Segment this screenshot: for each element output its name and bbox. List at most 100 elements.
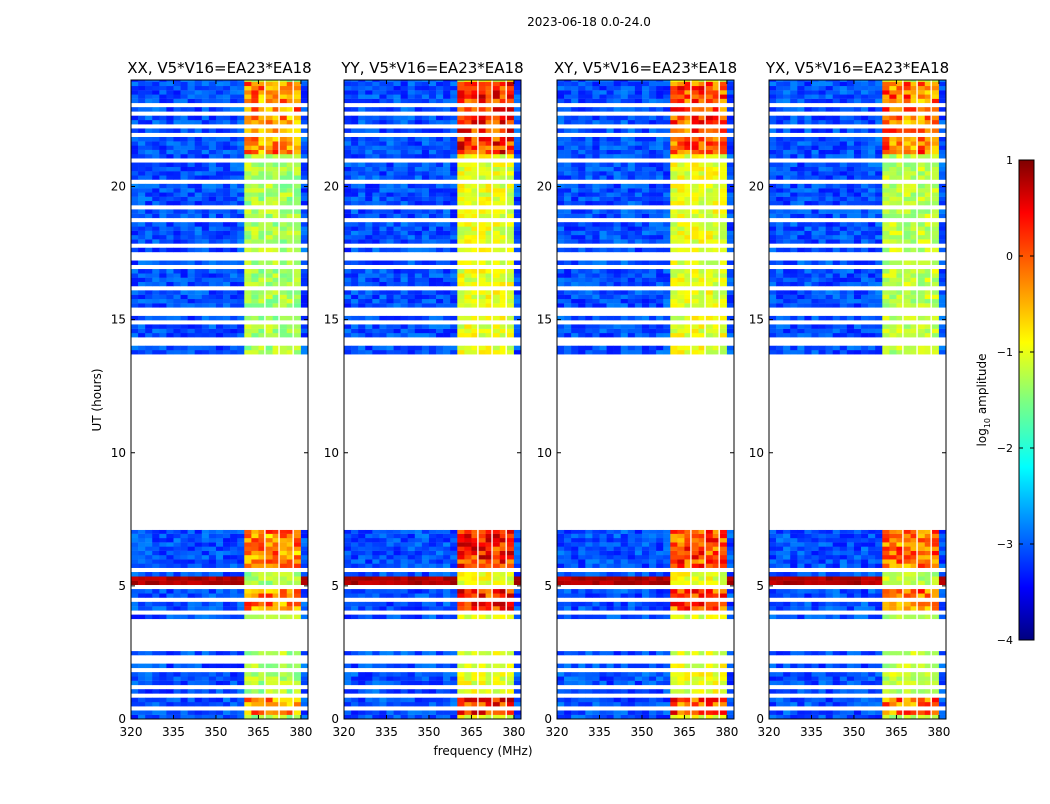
heat-cell [507, 273, 514, 277]
heat-cell [585, 542, 592, 546]
heat-cell [372, 303, 379, 307]
heat-cell [564, 273, 571, 277]
heat-cell [401, 593, 408, 597]
heat-cell [216, 698, 223, 702]
heat-cell [507, 333, 514, 337]
heat-cell [195, 167, 202, 171]
heat-cell [188, 116, 195, 120]
heat-cell [621, 299, 628, 303]
heat-cell [514, 329, 521, 333]
heat-cell [592, 350, 599, 354]
heat-cell [173, 197, 180, 201]
heat-cell [195, 576, 202, 580]
heat-cell [152, 329, 159, 333]
heat-cell [422, 681, 429, 685]
heat-cell [152, 572, 159, 576]
heat-cell [386, 99, 393, 103]
heat-cell [429, 261, 436, 265]
heat-cell [351, 282, 358, 286]
heat-cell [223, 542, 230, 546]
heat-cell [344, 235, 351, 239]
heat-cell [443, 226, 450, 230]
heat-cell [422, 222, 429, 226]
heat-cell [202, 99, 209, 103]
heat-cell [294, 651, 301, 655]
heat-cell [301, 107, 308, 111]
heat-cell [266, 676, 273, 680]
heat-cell [244, 154, 251, 158]
heat-cell [585, 589, 592, 593]
heat-cell [159, 651, 166, 655]
heat-cell [181, 551, 188, 555]
heat-cell [635, 222, 642, 226]
heat-cell [131, 90, 138, 94]
heat-cell [131, 542, 138, 546]
heat-cell [514, 290, 521, 294]
heat-cell [202, 188, 209, 192]
heat-cell [514, 602, 521, 606]
heat-cell [372, 542, 379, 546]
heat-cell [656, 530, 663, 534]
heat-cell [138, 273, 145, 277]
heat-cell [131, 214, 138, 218]
heat-cell [358, 86, 365, 90]
heat-cell [209, 197, 216, 201]
heat-cell [628, 303, 635, 307]
heat-cell [294, 188, 301, 192]
heat-cell [251, 672, 258, 676]
heat-cell [188, 538, 195, 542]
heat-cell [280, 231, 287, 235]
heat-cell [464, 606, 471, 610]
heat-cell [230, 672, 237, 676]
heat-cell [386, 201, 393, 205]
heat-cell [571, 589, 578, 593]
heat-cell [599, 316, 606, 320]
heat-cell [436, 689, 443, 693]
heat-cell [692, 534, 699, 538]
heat-cell [727, 324, 734, 328]
heat-cell [677, 534, 684, 538]
heat-cell [394, 184, 401, 188]
heat-cell [436, 295, 443, 299]
heat-cell [635, 329, 642, 333]
heat-cell [429, 346, 436, 350]
heat-cell [230, 295, 237, 299]
heat-cell [408, 214, 415, 218]
heat-cell [415, 564, 422, 568]
heat-cell [436, 551, 443, 555]
heat-cell [202, 676, 209, 680]
heat-cell [592, 222, 599, 226]
heat-cell [301, 209, 308, 213]
heat-cell [692, 278, 699, 282]
heat-cell [386, 150, 393, 154]
heat-cell [209, 702, 216, 706]
heat-cell [457, 559, 464, 563]
heat-cell [386, 282, 393, 286]
heat-cell [514, 698, 521, 702]
heat-cell [450, 689, 457, 693]
heat-cell [436, 120, 443, 124]
heat-cell [244, 167, 251, 171]
heat-cell [351, 248, 358, 252]
heat-cell [479, 581, 486, 585]
heat-cell [202, 226, 209, 230]
heat-cell [166, 324, 173, 328]
heat-cell [578, 698, 585, 702]
heat-cell [415, 86, 422, 90]
heat-cell [656, 551, 663, 555]
heat-cell [202, 559, 209, 563]
heat-cell [656, 333, 663, 337]
heat-cell [280, 273, 287, 277]
heat-cell [230, 303, 237, 307]
heat-cell [188, 534, 195, 538]
heat-cell [514, 542, 521, 546]
heat-cell [599, 290, 606, 294]
heat-cell [450, 350, 457, 354]
heat-cell [507, 542, 514, 546]
heat-cell [592, 235, 599, 239]
heat-cell [514, 235, 521, 239]
heat-cell [628, 282, 635, 286]
heat-cell [181, 184, 188, 188]
heat-cell [585, 235, 592, 239]
heat-cell [266, 589, 273, 593]
